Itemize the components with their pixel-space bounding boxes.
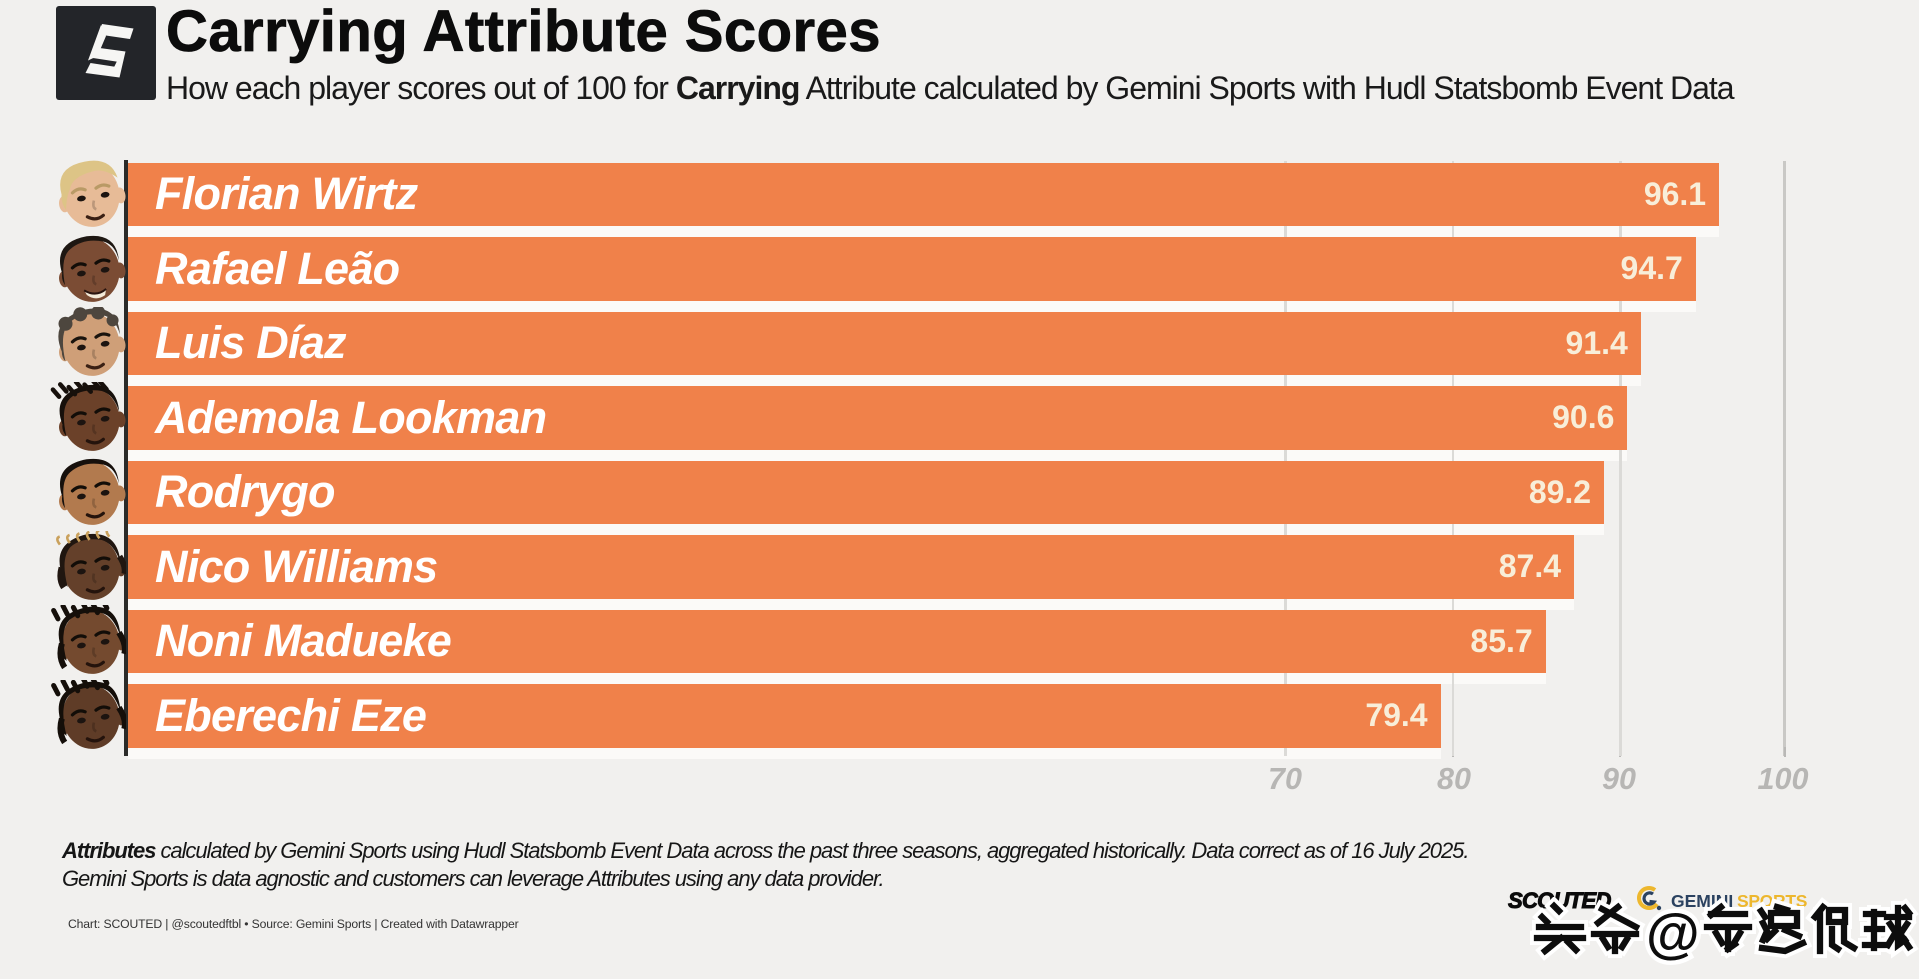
svg-text:@: @ (1646, 902, 1700, 964)
svg-text:@: @ (1646, 902, 1700, 964)
